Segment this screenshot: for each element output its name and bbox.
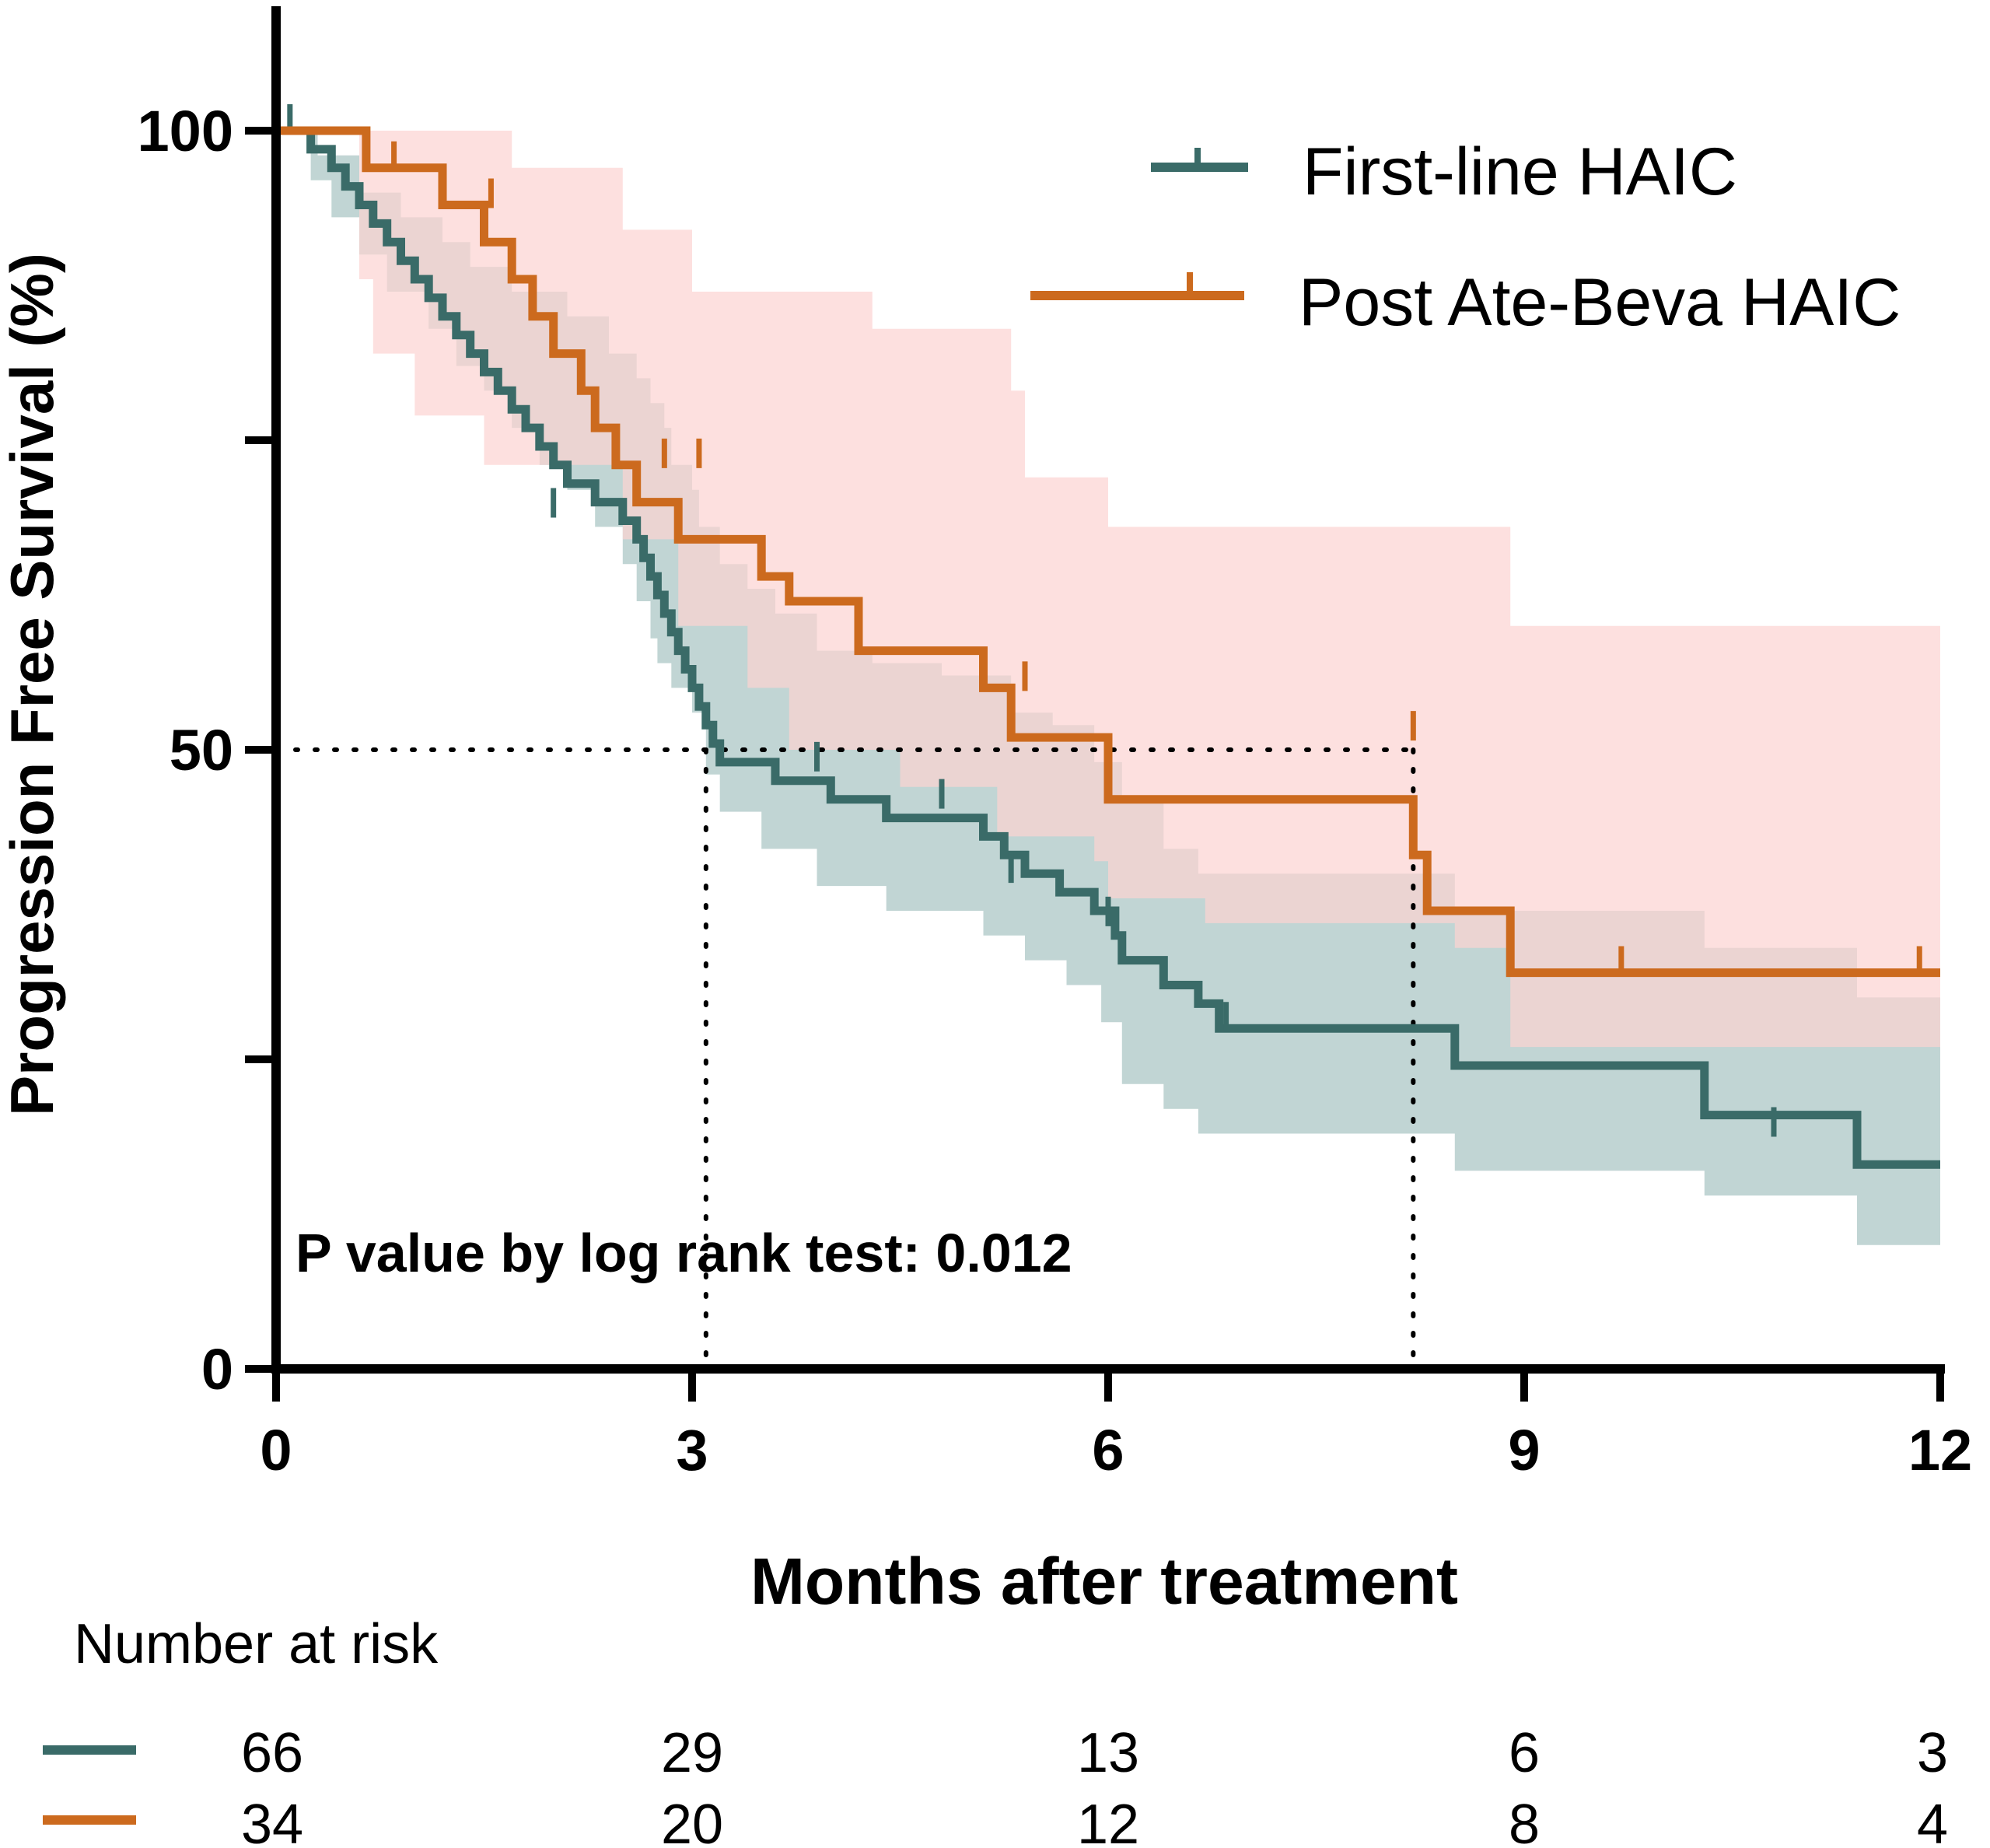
risk-count: 4	[1917, 1794, 1948, 1848]
survival-curve-series-0	[276, 126, 1940, 1169]
survival-curve-series-1	[276, 126, 1940, 978]
x-axis-title: Months after treatment	[750, 1545, 1458, 1618]
risk-count: 8	[1509, 1794, 1540, 1848]
x-tick-label: 6	[1092, 1418, 1124, 1482]
x-tick-label: 9	[1508, 1418, 1540, 1482]
risk-count: 3	[1917, 1722, 1948, 1784]
y-axis-title: Progression Free Survival (%)	[0, 253, 66, 1116]
survival-curves	[276, 104, 1940, 1169]
risk-count: 13	[1077, 1722, 1139, 1784]
ci-band-series-1	[276, 131, 1940, 1048]
number-at-risk-table: 66 29 13 6 3 34 20 12 8 4	[241, 1722, 1948, 1848]
risk-count: 20	[661, 1794, 723, 1848]
x-tick-label: 3	[676, 1418, 708, 1482]
axes: 0 50 100 0 3 6 9 12	[138, 6, 1972, 1482]
legend-label-post-ate-beva: Post Ate-Beva HAIC	[1299, 265, 1901, 340]
legend-label-first-line: First-line HAIC	[1303, 135, 1737, 209]
risk-count: 34	[241, 1794, 303, 1848]
risk-count: 6	[1509, 1722, 1540, 1784]
median-reference-lines	[274, 747, 1416, 1371]
number-at-risk-title: Number at risk	[74, 1613, 439, 1675]
y-tick-label: 50	[170, 718, 233, 782]
risk-count: 66	[241, 1722, 303, 1784]
risk-count: 29	[661, 1722, 723, 1784]
x-tick-label: 0	[260, 1418, 292, 1482]
confidence-bands	[276, 131, 1940, 1245]
risk-count: 12	[1077, 1794, 1139, 1848]
x-tick-label: 12	[1908, 1418, 1972, 1482]
legend: First-line HAIC Post Ate-Beva HAIC	[1030, 135, 1901, 340]
y-tick-label: 100	[138, 99, 233, 163]
p-value-annotation: P value by log rank test: 0.012	[296, 1223, 1072, 1283]
y-tick-label: 0	[201, 1337, 233, 1402]
